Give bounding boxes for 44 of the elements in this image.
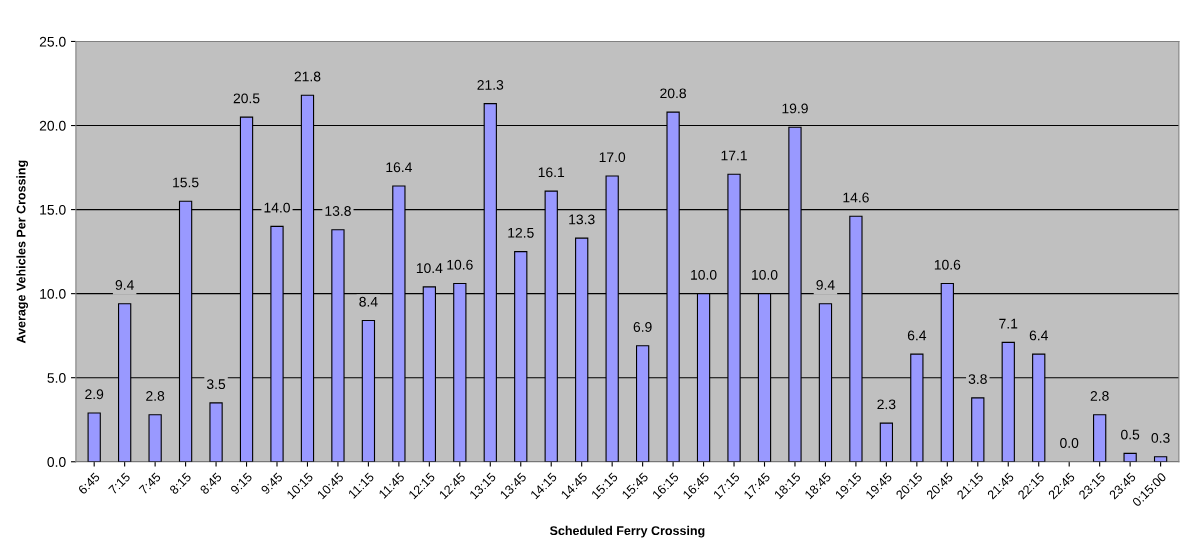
y-tick-label: 15.0 [40, 204, 66, 215]
data-label: 10.0 [752, 269, 778, 280]
y-tick-label: 0.0 [47, 457, 66, 467]
data-label: 2.8 [1090, 390, 1109, 401]
data-label: 16.4 [386, 162, 412, 173]
data-label: 6.4 [1029, 330, 1048, 341]
data-label: 21.8 [294, 71, 321, 82]
data-label: 13.8 [325, 206, 351, 216]
data-label: 10.6 [934, 259, 961, 270]
data-label: 2.9 [85, 389, 104, 400]
data-label: 20.5 [233, 93, 260, 104]
data-label: 16.1 [538, 167, 565, 178]
data-label: 0.0 [1060, 438, 1079, 448]
data-label: 17.0 [599, 152, 626, 163]
data-label: 17.1 [721, 150, 747, 161]
data-label: 3.5 [206, 379, 226, 390]
data-label: 8.4 [359, 296, 378, 307]
data-label: 10.6 [447, 259, 473, 270]
data-label: 0.5 [1121, 429, 1140, 440]
data-label: 14.0 [264, 202, 290, 213]
y-tick-label: 5.0 [47, 373, 66, 383]
data-label: 3.8 [968, 374, 987, 385]
data-label: 6.4 [907, 330, 927, 341]
data-label: 21.3 [477, 79, 504, 90]
data-label: 2.3 [877, 399, 896, 410]
y-tick-label: 10.0 [40, 288, 66, 299]
data-label: 12.5 [508, 227, 534, 238]
y-tick-label: 25.0 [39, 36, 66, 47]
data-label: 13.3 [569, 214, 595, 225]
data-label: 20.8 [660, 88, 687, 99]
y-tick-label: 20.0 [39, 120, 66, 131]
data-label: 19.9 [782, 103, 808, 114]
data-label: 9.4 [115, 280, 134, 290]
y-axis-title: Average Vehicles Per Crossing [16, 160, 29, 344]
x-axis-title: Scheduled Ferry Crossing [549, 525, 705, 538]
data-label: 2.8 [146, 390, 165, 401]
data-label: 6.9 [633, 322, 652, 332]
data-label: 0.3 [1151, 433, 1170, 443]
data-label: 15.5 [173, 177, 199, 188]
data-label: 7.1 [999, 318, 1018, 329]
data-label: 10.4 [416, 263, 443, 274]
data-label: 9.4 [816, 280, 835, 290]
data-label: 10.0 [691, 269, 717, 280]
data-label: 14.6 [843, 192, 869, 203]
